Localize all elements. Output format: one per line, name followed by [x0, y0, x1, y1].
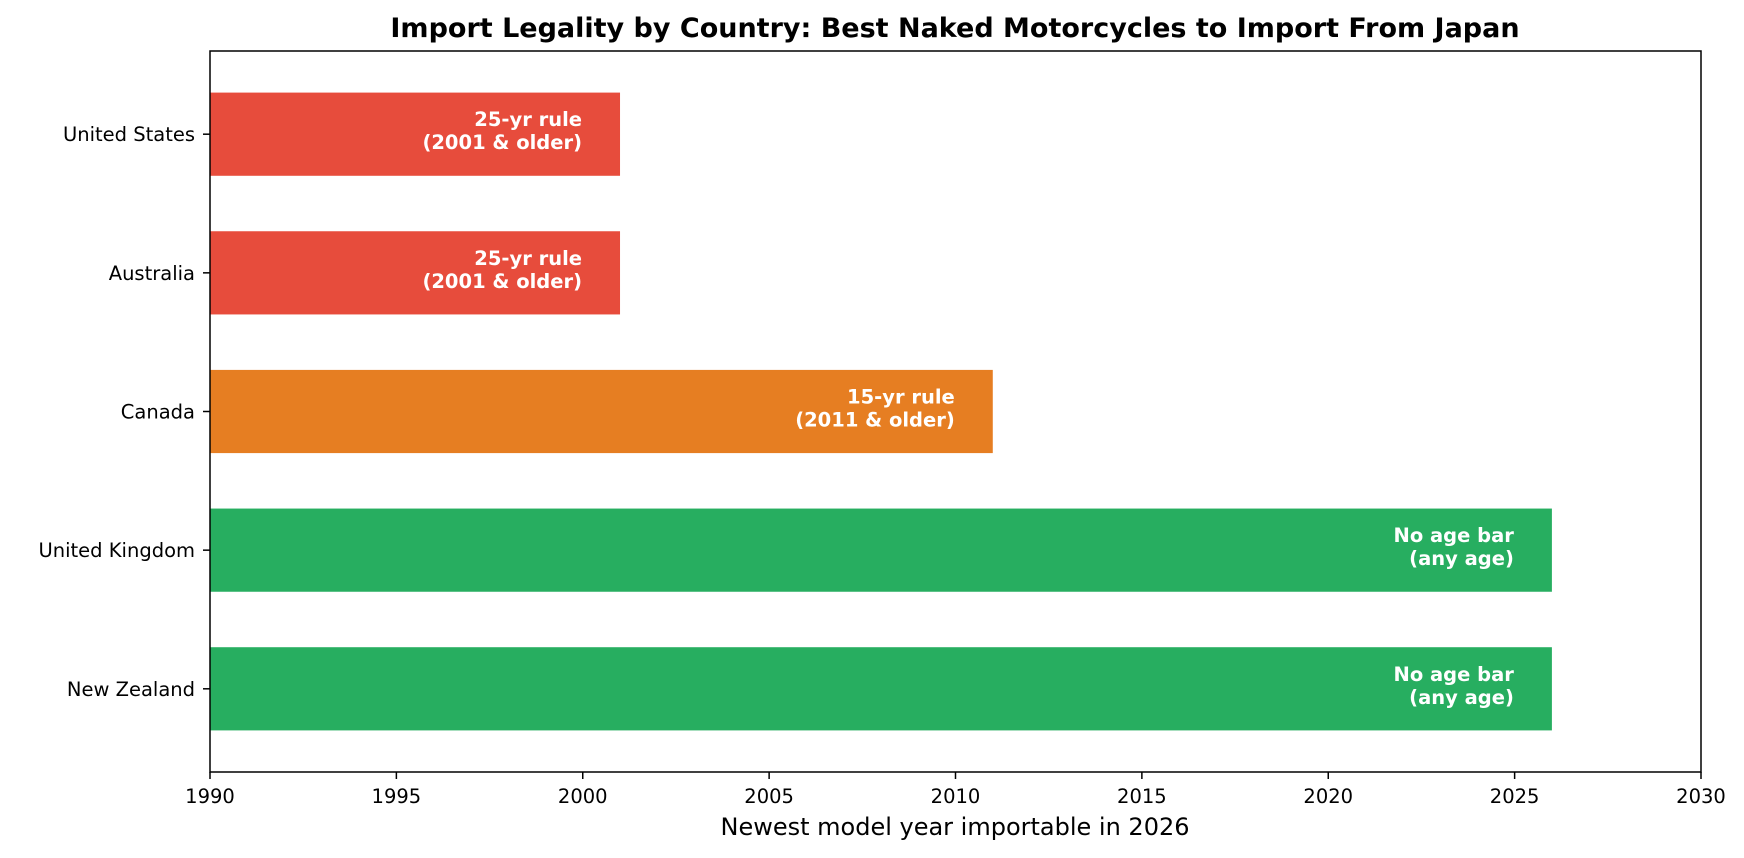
x-tick-label: 2015: [1117, 785, 1167, 808]
chart-title: Import Legality by Country: Best Naked M…: [390, 13, 1519, 44]
x-tick-label: 2020: [1303, 785, 1353, 808]
plot-frame: [209, 50, 1702, 773]
x-tick-label: 1990: [185, 785, 235, 808]
y-tick-label: Australia: [109, 262, 195, 285]
x-tick-label: 2000: [558, 785, 608, 808]
y-axis: United States Australia Canada United Kingd…: [38, 123, 210, 701]
bar-label: 25-yr rule: [474, 247, 582, 270]
x-tick-label: 1995: [372, 785, 422, 808]
bar-label: (2001 & older): [422, 270, 582, 293]
bars-group: [210, 92, 1552, 731]
bar-label: (2001 & older): [422, 131, 582, 154]
bar-label: 15-yr rule: [847, 386, 955, 409]
bar-new-zealand: [210, 647, 1552, 731]
x-tick-label: 2025: [1490, 785, 1540, 808]
bar-united-states: [210, 92, 621, 176]
y-tick-label: New Zealand: [67, 678, 195, 701]
bar-australia: [210, 231, 621, 315]
bar-labels-group: 25-yr rule(2001 & older)25-yr rule(2001 …: [422, 108, 1514, 709]
bar-united-kingdom: [210, 508, 1552, 592]
x-tick-label: 2030: [1676, 785, 1726, 808]
y-tick-label: Canada: [121, 401, 195, 424]
bar-canada: [210, 369, 993, 454]
bar-label: (any age): [1409, 547, 1514, 570]
bar-label: (any age): [1409, 686, 1514, 709]
x-axis-label: Newest model year importable in 2026: [720, 813, 1189, 841]
bar-label: 25-yr rule: [474, 108, 582, 131]
bar-label: (2011 & older): [795, 409, 955, 432]
y-tick-label: United States: [63, 123, 195, 146]
bar-label: No age bar: [1394, 663, 1515, 686]
x-tick-label: 2005: [744, 785, 794, 808]
y-tick-label: United Kingdom: [38, 539, 195, 562]
x-axis: 1990 1995 2000 2005 2010 2015 2020 2025 2030: [185, 772, 1726, 808]
x-tick-label: 2010: [931, 785, 981, 808]
bar-label: No age bar: [1394, 524, 1515, 547]
